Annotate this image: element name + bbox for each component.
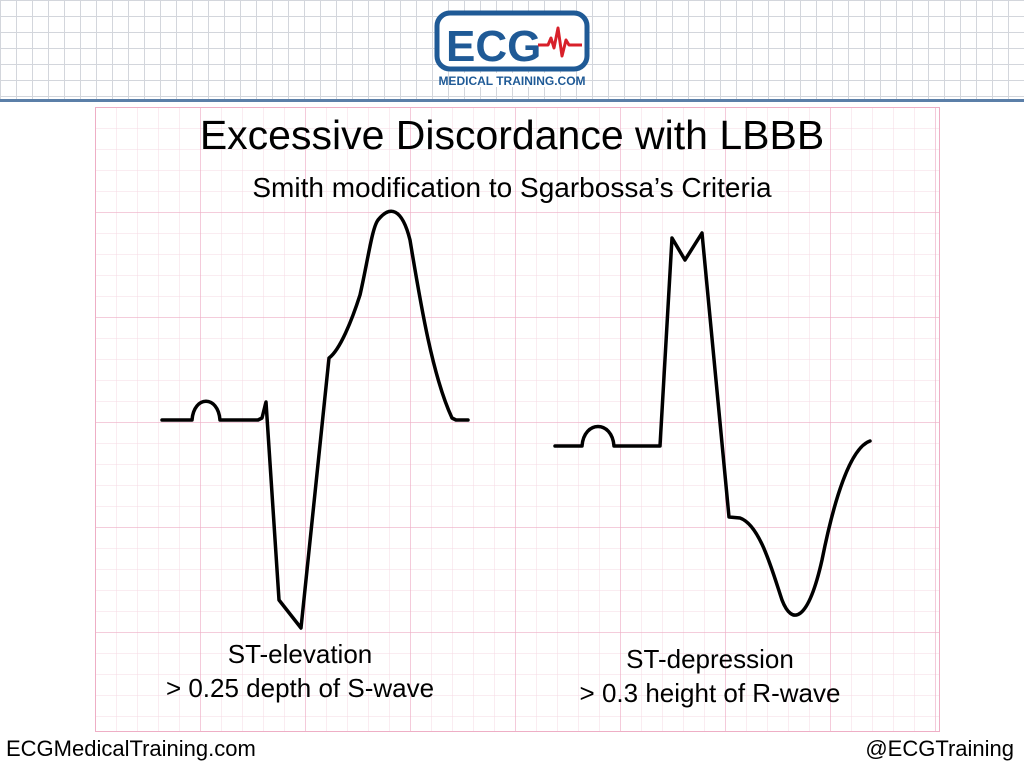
header-divider [0,99,1024,102]
logo-text: ECG [446,22,541,71]
st-elevation-label: ST-elevation > 0.25 depth of S-wave [110,637,490,705]
logo-subtext: MEDICAL TRAINING.COM [438,74,585,88]
footer-handle: @ECGTraining [865,736,1014,761]
st-depression-label-line2: > 0.3 height of R-wave [579,678,841,708]
st-elevation-label-line2: > 0.25 depth of S-wave [165,673,435,703]
slide-subtitle: Smith modification to Sgarbossa’s Criter… [252,172,772,203]
ecg-logo: ECG MEDICAL TRAINING.COM [434,10,590,88]
st-depression-label-line1: ST-depression [626,644,794,674]
footer-website: ECGMedicalTraining.com [6,736,256,761]
st-depression-waveform [553,231,872,617]
slide-title: Excessive Discordance with LBBB [199,112,825,158]
st-depression-label: ST-depression > 0.3 height of R-wave [520,642,900,710]
logo-frame [434,10,590,72]
heartbeat-icon [538,26,582,58]
st-elevation-label-line1: ST-elevation [227,639,373,669]
st-elevation-waveform [160,209,470,630]
logo-subtext-bg [451,73,573,87]
